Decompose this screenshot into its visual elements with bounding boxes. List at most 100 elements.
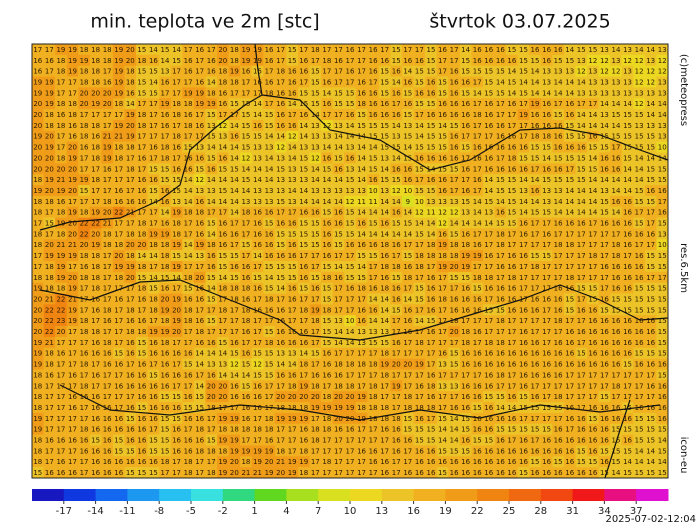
grid-cell [355, 358, 368, 370]
cell-value: 18 [531, 263, 540, 271]
grid-cell [193, 65, 206, 77]
cell-value: 16 [623, 339, 632, 347]
cell-value: 15 [369, 133, 378, 141]
cell-value: 16 [450, 306, 459, 314]
grid-cell [448, 282, 461, 294]
grid-cell [587, 163, 599, 175]
grid-cell [240, 336, 253, 349]
cell-value: 12 [635, 68, 644, 76]
cell-value: 16 [369, 111, 378, 119]
cell-value: 15 [276, 230, 285, 238]
cell-value: 15 [623, 144, 632, 152]
cell-value: 15 [461, 198, 470, 206]
grid-cell [390, 293, 403, 305]
cell-value: 15 [646, 176, 655, 184]
grid-cell [55, 185, 67, 197]
cell-value: 16 [473, 154, 482, 162]
cell-value: 15 [496, 220, 505, 228]
cell-value: 19 [218, 437, 227, 445]
cell-value: 17 [577, 382, 586, 390]
cell-value: 17 [438, 404, 447, 412]
cell-value: 18 [45, 285, 54, 293]
cell-value: 18 [33, 437, 42, 445]
cell-value: 15 [461, 426, 470, 434]
grid-cell [425, 195, 438, 208]
cell-value: 15 [299, 154, 308, 162]
grid-cell [55, 217, 67, 229]
grid-cell [344, 195, 357, 208]
grid-cell [263, 315, 276, 327]
grid-cell [228, 76, 241, 88]
cell-value: 16 [392, 339, 401, 347]
grid-cell [494, 130, 507, 142]
cell-value: 20 [103, 89, 112, 97]
cell-value: 18 [230, 57, 239, 65]
grid-cell [32, 109, 44, 121]
grid-cell [425, 185, 438, 197]
cell-value: 17 [288, 426, 297, 434]
cell-value: 17 [496, 328, 505, 336]
cell-value: 18 [322, 306, 331, 314]
cell-value: 19 [126, 133, 135, 141]
grid-cell [598, 87, 611, 99]
grid-cell [101, 358, 114, 370]
cell-value: 14 [507, 68, 516, 76]
cell-value: 16 [646, 317, 655, 325]
cell-value: 19 [392, 382, 401, 390]
cell-value: 13 [207, 122, 216, 130]
cell-value: 18 [91, 263, 100, 271]
grid-cell [217, 239, 229, 251]
grid-cell [506, 87, 518, 99]
cell-value: 15 [380, 133, 389, 141]
grid-cell [182, 358, 195, 370]
grid-cell [43, 109, 56, 121]
cell-value: 18 [496, 317, 505, 325]
cell-value: 15 [137, 46, 146, 54]
cell-value: 12 [658, 68, 667, 76]
cell-value: 14 [461, 46, 470, 54]
grid-cell [482, 98, 495, 110]
cell-value: 16 [126, 198, 135, 206]
cell-value: 16 [565, 100, 574, 108]
cell-value: 14 [126, 100, 135, 108]
cell-value: 15 [438, 415, 447, 423]
grid-cell [344, 271, 357, 283]
cell-value: 18 [45, 350, 54, 358]
cell-value: 19 [45, 252, 54, 260]
grid-cell [459, 282, 472, 294]
grid-cell [101, 271, 114, 283]
colorbar-swatch [604, 489, 637, 501]
cell-value: 17 [334, 285, 343, 293]
grid-cell [217, 87, 229, 99]
grid-cell [471, 239, 484, 251]
cell-value: 14 [588, 209, 597, 217]
cell-value: 15 [519, 68, 528, 76]
cell-value: 16 [334, 371, 343, 379]
grid-cell [471, 195, 484, 208]
grid-cell [43, 261, 56, 273]
colorbar-label: -11 [119, 506, 135, 517]
grid-cell [540, 380, 553, 392]
cell-value: 15 [415, 78, 424, 86]
grid-cell [459, 326, 472, 338]
grid-cell [43, 271, 56, 283]
grid-cell [459, 250, 472, 262]
grid-cell [344, 65, 357, 77]
grid-cell [402, 54, 414, 66]
grid-cell [182, 65, 195, 77]
cell-value: 16 [496, 263, 505, 271]
grid-cell [506, 369, 518, 381]
grid-cell [436, 54, 449, 66]
grid-cell [297, 87, 310, 99]
model: icon-eu [678, 437, 689, 474]
grid-cell [598, 141, 611, 153]
cell-value: 18 [403, 404, 412, 412]
cell-value: 15 [161, 46, 170, 54]
grid-cell [217, 380, 229, 392]
cell-value: 15 [415, 230, 424, 238]
grid-cell [402, 271, 414, 283]
grid-cell [101, 76, 114, 88]
grid-cell [159, 152, 172, 164]
grid-cell [471, 293, 484, 305]
grid-cell [425, 174, 438, 186]
